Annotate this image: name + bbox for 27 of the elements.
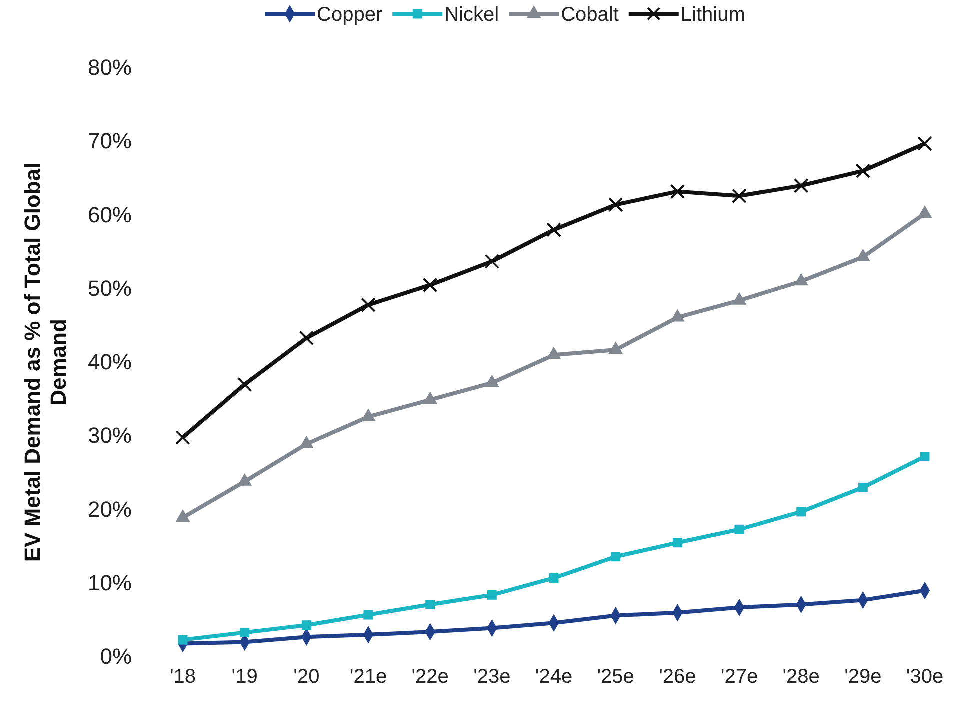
legend-label: Nickel xyxy=(444,4,500,26)
y-tick-label: 0% xyxy=(100,644,132,670)
y-tick-label: 60% xyxy=(88,202,132,228)
x-tick-label: '18 xyxy=(170,666,196,688)
y-tick-label: 20% xyxy=(88,496,132,522)
x-tick-label: '29e xyxy=(844,666,882,688)
y-tick-label: 10% xyxy=(88,570,132,596)
legend-label: Cobalt xyxy=(561,4,620,26)
legend-label: Lithium xyxy=(680,4,746,26)
x-tick-label: '25e xyxy=(597,666,634,688)
y-tick-label: 80% xyxy=(88,55,132,80)
x-tick-label: '20 xyxy=(294,666,320,688)
y-axis-title: EV Metal Demand as % of Total Global Demand xyxy=(20,162,71,562)
y-tick-label: 50% xyxy=(88,276,132,301)
y-tick-label: 30% xyxy=(88,423,132,448)
x-tick-label: '27e xyxy=(720,666,758,688)
x-tick-label: '22e xyxy=(412,666,449,688)
x-tick-label: '21e xyxy=(350,666,388,688)
x-tick-label: '30e xyxy=(906,666,944,688)
x-tick-label: '28e xyxy=(782,666,820,688)
legend-label: Copper xyxy=(317,4,383,26)
x-tick-label: '26e xyxy=(659,666,696,688)
x-tick-label: '19 xyxy=(232,666,258,688)
y-tick-label: 40% xyxy=(88,350,132,375)
x-tick-label: '24e xyxy=(535,666,573,688)
y-tick-label: 70% xyxy=(88,128,132,154)
x-tick-label: '23e xyxy=(474,666,511,688)
